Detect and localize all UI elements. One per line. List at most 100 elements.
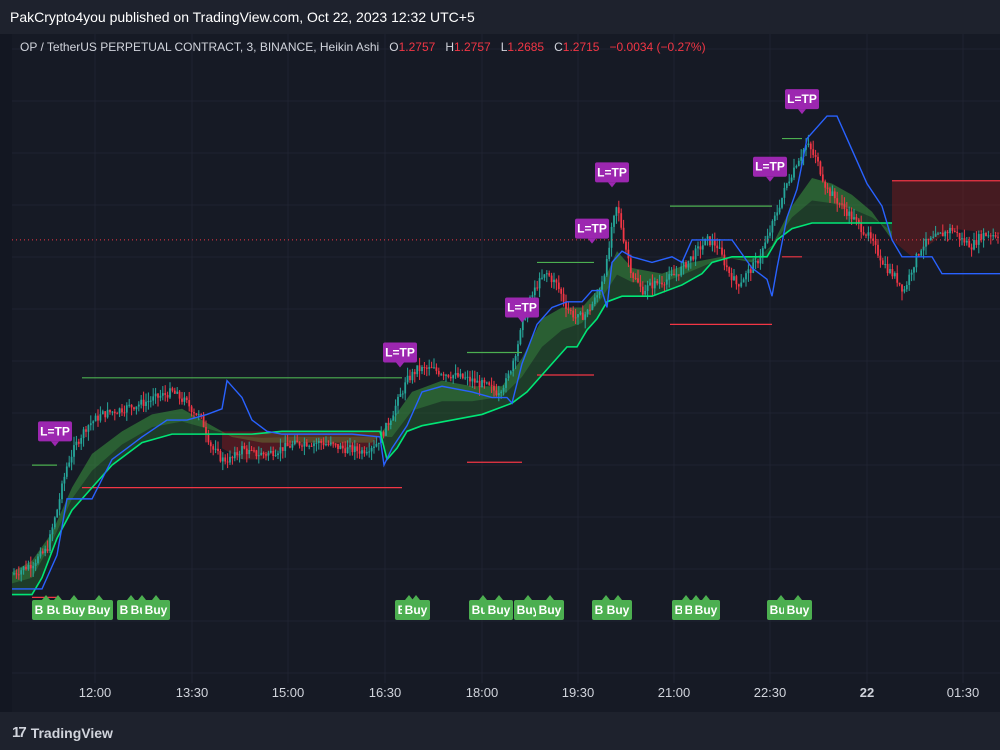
publish-header-bar: PakCrypto4you published on TradingView.c… [0, 0, 1000, 34]
open-label: O [389, 40, 399, 54]
buy-label-text: Buy [488, 603, 511, 617]
candle-body [857, 219, 860, 223]
candle-body [797, 160, 800, 166]
high-label: H [445, 40, 454, 54]
candle-body [116, 413, 119, 415]
candle-body [613, 215, 615, 227]
candle-body [865, 234, 867, 236]
candle-body [776, 212, 779, 216]
candle-body [668, 274, 671, 280]
tp-label: L=TP [575, 218, 609, 244]
candle-body [293, 440, 296, 445]
candle-body [740, 282, 743, 287]
candle-body [747, 269, 750, 274]
candle-body [843, 203, 846, 210]
symbol-legend[interactable]: OP / TetherUS PERPETUAL CONTRACT, 3, BIN… [20, 40, 706, 54]
candle-body [44, 548, 47, 554]
candle-body [219, 450, 222, 462]
candle-body [373, 446, 375, 448]
candle-body [447, 374, 450, 377]
tradingview-logo[interactable]: 17 TradingView [12, 724, 113, 741]
candle-body [255, 450, 258, 457]
candle-body [464, 377, 467, 379]
candle-body [322, 442, 325, 446]
candle-body [656, 280, 659, 284]
candle-body [99, 414, 102, 421]
candle-body [997, 236, 999, 238]
candle-body [500, 391, 503, 394]
buy-label: Buy [85, 595, 113, 620]
candle-body [733, 276, 735, 281]
candle-body [893, 273, 896, 277]
x-tick-label: 22:30 [754, 685, 787, 700]
chart-panel[interactable] [12, 34, 1000, 712]
candle-body [644, 290, 647, 295]
candle-body [769, 232, 771, 236]
candle-body [946, 231, 949, 234]
candle-body [490, 384, 493, 386]
x-tick-label: 13:30 [176, 685, 209, 700]
low-value: 1.2685 [507, 40, 545, 54]
candle-body [92, 421, 95, 424]
candle-body [908, 274, 911, 285]
candle-body [159, 395, 162, 398]
tp-label-box [595, 162, 629, 183]
tp-label-text: L=TP [755, 160, 785, 174]
candle-body [185, 397, 188, 401]
candle-body [428, 367, 431, 369]
buy-label-box [142, 600, 170, 620]
x-tick-label: 15:00 [272, 685, 305, 700]
candle-body [202, 415, 205, 428]
candle-body [385, 422, 387, 436]
candle-body [274, 455, 277, 457]
candle-body [533, 287, 536, 296]
buy-label-pointer [524, 595, 532, 600]
candle-body [915, 253, 918, 268]
buy-label-pointer [127, 595, 135, 600]
candle-body [531, 295, 534, 297]
candle-body [473, 378, 476, 383]
candle-body [987, 235, 990, 237]
candle-body [310, 445, 313, 447]
candle-body [245, 448, 248, 455]
candle-body [759, 256, 762, 264]
candle-body [838, 203, 841, 205]
tp-label-text: L=TP [507, 300, 537, 314]
candle-body [421, 367, 423, 372]
candle-body [308, 445, 311, 447]
low-label: L [500, 40, 508, 54]
candle-body [29, 565, 32, 569]
candle-body [778, 207, 781, 213]
candle-body [161, 393, 164, 396]
tp-label: L=TP [38, 421, 72, 447]
candle-body [505, 378, 507, 388]
tradingview-logo-icon: 17 [12, 724, 27, 741]
candle-body [34, 563, 37, 566]
candle-body [562, 293, 565, 302]
candle-body [622, 227, 625, 242]
level-lines [32, 137, 1000, 599]
candle-body [298, 442, 301, 446]
tp-label: L=TP [753, 156, 787, 182]
candle-body [387, 422, 390, 425]
candle-body [569, 309, 572, 311]
tp-label: L=TP [595, 162, 629, 188]
tp-label-pointer [798, 109, 806, 115]
candle-body [958, 232, 961, 240]
candle-body [37, 556, 39, 564]
candle-body [665, 279, 668, 285]
candle-body [279, 447, 282, 454]
candle-body [41, 551, 44, 554]
candle-body [401, 393, 404, 395]
candle-body [65, 466, 68, 477]
candle-body [625, 241, 627, 250]
candle-body [939, 232, 942, 234]
buy-label-pointer [702, 595, 710, 600]
close-value: 1.2715 [562, 40, 600, 54]
resistance-zone-area [892, 180, 1000, 257]
candle-body [514, 356, 517, 361]
candle-body [910, 272, 913, 275]
candle-body [375, 443, 378, 447]
candle-body [466, 376, 469, 378]
